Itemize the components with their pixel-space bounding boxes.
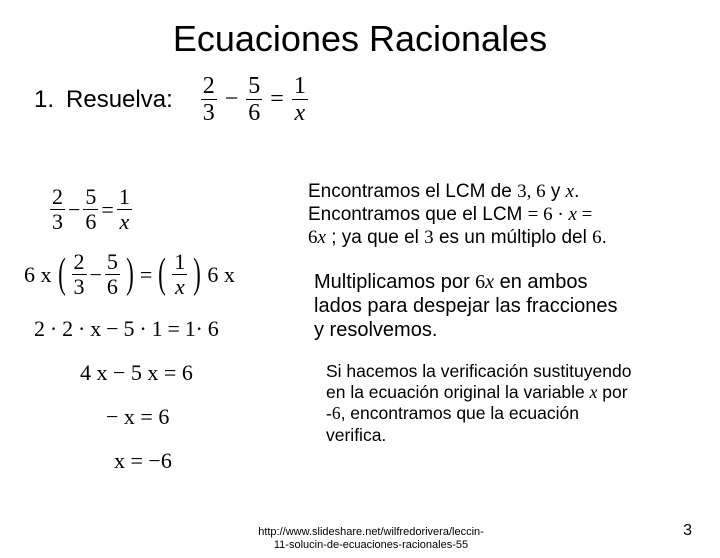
frac-den: 6	[83, 210, 98, 233]
txt: Si hacemos la verificación sustituyendo	[326, 361, 631, 381]
explanation-multiply: Multiplicamos por 6x en ambos lados para…	[308, 270, 690, 343]
frac-den: 3	[72, 275, 87, 298]
txt: x	[485, 271, 494, 293]
equals-op: =	[140, 262, 152, 288]
right-paren: )	[126, 258, 134, 292]
step-4: 4 x − 5 x = 6	[80, 360, 290, 386]
step-6: x = −6	[114, 448, 290, 474]
frac-num: 5	[83, 186, 98, 210]
page-title: Ecuaciones Racionales	[0, 18, 720, 60]
frac-den: x	[173, 275, 187, 298]
frac-den: x	[117, 210, 131, 233]
minus-op: −	[90, 262, 102, 288]
frac-num: 5	[105, 251, 120, 275]
txt: 6	[475, 271, 485, 293]
frac-num: 1	[292, 74, 308, 100]
txt: por	[597, 382, 627, 402]
left-paren: (	[58, 258, 66, 292]
minus-op: −	[68, 197, 80, 223]
frac-num: 5	[246, 74, 262, 100]
frac-den: 3	[201, 100, 217, 125]
txt: Encontramos que el LCM	[308, 204, 528, 225]
frac-num: 2	[50, 186, 65, 210]
coef-right: 6 x	[207, 262, 235, 288]
txt: =	[577, 204, 592, 225]
txt: en la ecuación original la variable	[326, 382, 590, 402]
step-2: 6 x ( 23 − 56 ) = ( 1x ) 6 x	[24, 251, 290, 298]
coef-left: 6 x	[24, 262, 52, 288]
txt: 6	[592, 227, 602, 248]
txt: Multiplicamos por	[314, 271, 475, 293]
frac-num: 2	[201, 74, 217, 100]
txt: 3, 6	[517, 181, 546, 202]
frac-den: 6	[105, 275, 120, 298]
txt: -6	[326, 403, 341, 423]
problem-statement: 1. Resuelva: 23 − 56 = 1x	[34, 74, 720, 125]
explanation-verify: Si hacemos la verificación sustituyendo …	[308, 361, 690, 446]
problem-number: 1.	[34, 86, 54, 114]
txt: x	[568, 204, 576, 225]
txt: = 6 ·	[528, 204, 569, 225]
equals-op: =	[266, 86, 288, 113]
txt: lados para despejar las fracciones	[314, 295, 618, 317]
explanation-lcm: Encontramos el LCM de 3, 6 y x. Encontra…	[308, 180, 690, 250]
step-5: − x = 6	[106, 404, 290, 430]
page-number: 3	[683, 522, 692, 540]
step-3: 2 · 2 · x − 5 · 1 = 1· 6	[34, 316, 290, 342]
txt: y resolvemos.	[314, 319, 437, 341]
txt: x	[566, 181, 574, 202]
frac-num: 2	[72, 251, 87, 275]
frac-den: 6	[246, 100, 262, 125]
frac-den: x	[293, 100, 308, 125]
txt: x	[318, 227, 326, 248]
solution-steps: 23 − 56 = 1x 6 x ( 23 − 56 ) = ( 1x ) 6 …	[50, 186, 290, 474]
txt: verifica.	[326, 425, 386, 445]
problem-equation: 23 − 56 = 1x	[201, 74, 308, 125]
txt: .	[602, 227, 607, 248]
step-1: 23 − 56 = 1x	[50, 186, 290, 233]
footer-link: http://www.slideshare.net/wilfredorivera…	[256, 526, 486, 552]
txt: Encontramos el LCM de	[308, 181, 517, 202]
frac-den: 3	[50, 210, 65, 233]
problem-label: Resuelva:	[66, 86, 173, 114]
txt: y	[546, 181, 566, 202]
txt: en ambos	[494, 271, 587, 293]
frac-num: 1	[172, 251, 187, 275]
txt: 6	[308, 227, 318, 248]
explanation-column: Encontramos el LCM de 3, 6 y x. Encontra…	[308, 180, 690, 446]
frac-num: 1	[117, 186, 132, 210]
left-paren: (	[158, 258, 166, 292]
txt: es un múltiplo del	[434, 227, 592, 248]
txt: .	[574, 181, 579, 202]
right-paren: )	[193, 258, 201, 292]
txt: 3	[424, 227, 434, 248]
txt: , encontramos que la ecuación	[341, 403, 579, 423]
minus-op: −	[221, 86, 243, 113]
equals-op: =	[101, 197, 113, 223]
txt: ; ya que el	[326, 227, 424, 248]
